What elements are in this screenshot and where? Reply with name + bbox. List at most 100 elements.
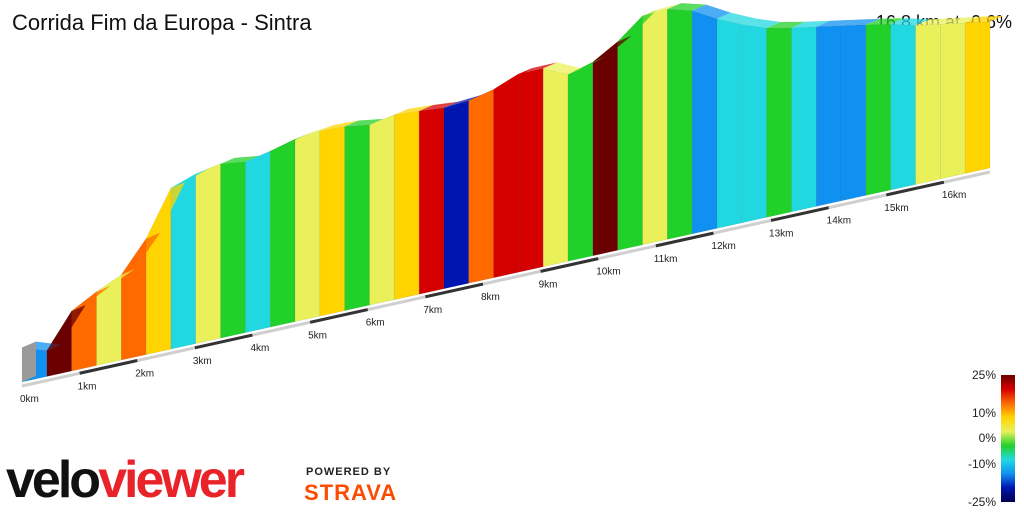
axis-km-band <box>79 359 138 375</box>
profile-segment <box>394 110 420 301</box>
x-tick-label: 13km <box>769 228 793 239</box>
strava-logo[interactable]: STRAVA <box>304 480 398 505</box>
x-tick-label: 11km <box>654 254 678 265</box>
profile-top-segment <box>319 120 359 131</box>
profile-segment <box>567 61 594 262</box>
profile-segment <box>344 124 370 311</box>
axis-km-band <box>425 282 484 299</box>
profile-top-segment <box>940 16 980 25</box>
profile-top-segment <box>121 232 161 275</box>
profile-top-segment <box>146 182 185 239</box>
profile-segment <box>443 100 470 290</box>
profile-segment <box>964 21 991 174</box>
profile-segment <box>542 68 569 268</box>
x-tick-label: 3km <box>193 356 212 367</box>
scale-tick-label: -25% <box>968 495 996 509</box>
profile-segment <box>691 10 718 235</box>
profile-segment <box>195 163 221 344</box>
axis-km-band <box>770 206 829 222</box>
profile-segment <box>468 88 494 284</box>
profile-top-segment <box>419 101 458 112</box>
profile-segment <box>96 274 122 366</box>
profile-top-segment <box>71 285 111 312</box>
x-tick-label: 12km <box>711 241 735 252</box>
profile-segment <box>840 24 867 202</box>
gradient-color-scale: 25% 10% 0% -10% -25% <box>968 368 1015 509</box>
profile-segment <box>369 114 395 306</box>
axis-km-band <box>309 308 369 324</box>
profile-segment <box>617 15 643 251</box>
profile-top-segment <box>295 124 334 140</box>
axis-km-band <box>540 257 599 273</box>
profile-top-segment <box>617 9 657 42</box>
x-tick-label: 15km <box>884 203 908 214</box>
profile-segment <box>816 25 842 207</box>
scale-tick-label: 10% <box>972 406 996 420</box>
profile-segment <box>493 73 519 279</box>
chart-title: Corrida Fim da Europa - Sintra <box>12 10 312 35</box>
profile-top-segment <box>369 108 409 125</box>
profile-segment <box>642 8 668 246</box>
x-tick-label: 9km <box>539 279 558 290</box>
axis-km-band <box>194 333 253 350</box>
profile-segment <box>890 23 916 191</box>
profile-top-segment <box>468 83 508 101</box>
profile-top-segment <box>394 105 434 115</box>
x-tick-label: 1km <box>78 381 97 392</box>
profile-top-segment <box>568 55 607 75</box>
profile-top-segment <box>642 3 682 16</box>
profile-top-segment <box>791 20 831 28</box>
distance-axis: 0km 1km 2km 3km 4km 5km 6km 7km 8km 9km 10km 11km 12… <box>20 170 991 405</box>
x-tick-label: 0km <box>20 394 39 405</box>
scale-bar <box>1001 375 1015 502</box>
profile-top-segment <box>592 35 632 62</box>
powered-by-label: POWERED BY <box>306 466 392 478</box>
profile-segment <box>245 150 271 333</box>
profile-layer <box>21 3 1004 383</box>
profile-top-segment <box>965 15 1004 23</box>
scale-tick-label: 25% <box>972 368 996 382</box>
x-tick-label: 2km <box>135 369 154 380</box>
axis-km-band <box>655 231 714 248</box>
profile-top-segment <box>543 62 583 75</box>
profile-top-segment <box>890 18 930 26</box>
profile-top-segment <box>443 94 483 108</box>
veloviewer-logo[interactable]: veloviewer <box>6 451 245 509</box>
profile-segment <box>766 27 792 218</box>
profile-top-segment <box>493 67 533 90</box>
profile-top-segment <box>915 18 955 26</box>
profile-segment <box>418 107 445 295</box>
profile-segment <box>915 23 941 185</box>
axis-km-band <box>885 180 945 197</box>
scale-tick-label: 0% <box>979 431 997 445</box>
profile-segment <box>940 22 966 180</box>
profile-top-segment <box>518 62 558 74</box>
profile-segment <box>791 26 817 213</box>
profile-top-segment <box>96 268 136 292</box>
profile-top-segment <box>841 18 880 26</box>
profile-top-segment <box>692 4 731 19</box>
profile-top-segment <box>195 157 235 174</box>
profile-top-segment <box>865 18 905 25</box>
profile-top-segment <box>46 305 86 351</box>
profile-top-segment <box>344 118 384 127</box>
profile-segment <box>518 68 544 273</box>
profile-segment <box>319 126 345 317</box>
profile-segment <box>592 41 618 257</box>
profile-top-segment <box>220 155 260 164</box>
profile-top-segment <box>716 12 756 25</box>
profile-segment <box>741 24 767 224</box>
profile-top-segment <box>816 19 856 27</box>
profile-top-segment <box>741 18 781 28</box>
scale-tick-label: -10% <box>968 457 996 471</box>
x-tick-label: 5km <box>308 330 327 341</box>
x-tick-label: 14km <box>827 216 851 227</box>
profile-segment <box>865 23 891 196</box>
profile-segment <box>716 18 743 229</box>
x-tick-label: 7km <box>423 305 442 316</box>
x-tick-label: 16km <box>942 190 966 201</box>
profile-segment <box>667 8 693 240</box>
profile-segment <box>220 161 246 339</box>
x-tick-label: 8km <box>481 292 500 303</box>
